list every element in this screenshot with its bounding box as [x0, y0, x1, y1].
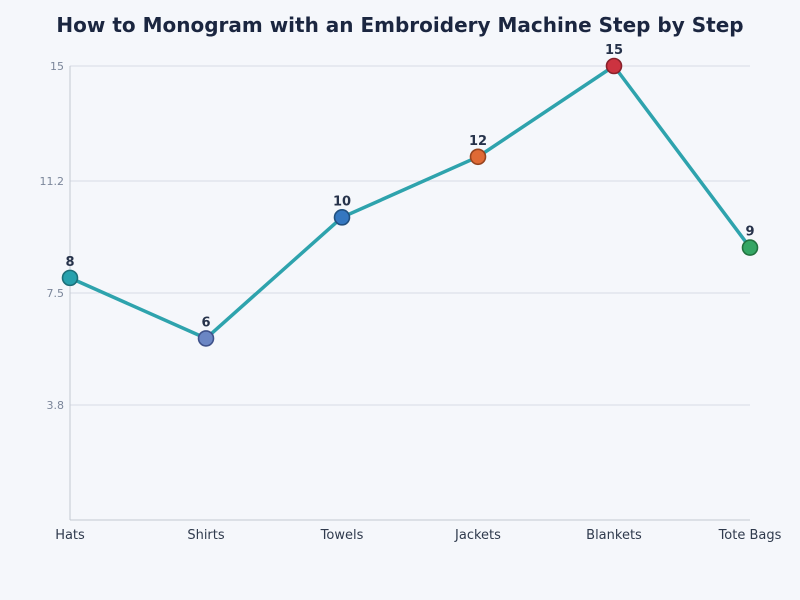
- axes: [69, 66, 750, 521]
- y-tick-label-3: 15: [50, 60, 64, 73]
- x-tick-label-5: Tote Bags: [718, 528, 782, 543]
- grid-lines: [70, 65, 750, 406]
- series-line: [68, 64, 752, 341]
- data-point-4: [605, 57, 623, 75]
- data-label-3: 12: [469, 134, 487, 149]
- series-line-group: [68, 64, 752, 341]
- data-point-3: [469, 148, 487, 166]
- data-label-0: 8: [65, 255, 74, 270]
- data-point-5: [741, 239, 759, 256]
- x-tick-label-3: Jackets: [454, 528, 501, 543]
- data-label-4: 15: [605, 43, 623, 58]
- data-label-5: 9: [745, 225, 754, 240]
- data-label-1: 6: [201, 315, 210, 330]
- y-tick-label-2: 11.2: [40, 175, 65, 188]
- x-tick-label-0: Hats: [55, 528, 85, 543]
- chart-title: How to Monogram with an Embroidery Machi…: [56, 13, 744, 37]
- data-point-2: [333, 209, 351, 226]
- y-tick-labels: 3.8 7.5 11.2 15: [40, 60, 65, 412]
- data-point-1: [197, 330, 215, 347]
- x-tick-label-4: Blankets: [586, 528, 642, 543]
- y-tick-label-1: 7.5: [47, 287, 65, 300]
- data-points: [61, 57, 759, 347]
- x-tick-label-2: Towels: [320, 528, 364, 543]
- data-labels: 8 6 10 12 15 9: [65, 43, 754, 330]
- data-label-2: 10: [333, 194, 351, 209]
- x-tick-labels: Hats Shirts Towels Jackets Blankets Tote Bags: [55, 528, 781, 543]
- data-point-0: [61, 269, 79, 287]
- y-tick-label-0: 3.8: [47, 399, 65, 412]
- x-tick-label-1: Shirts: [187, 528, 225, 543]
